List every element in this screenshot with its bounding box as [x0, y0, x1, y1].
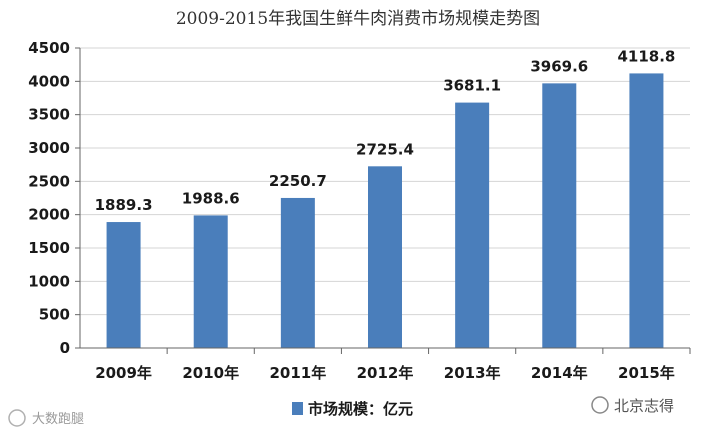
- bar: [280, 197, 315, 348]
- bar: [455, 102, 490, 349]
- data-label: 3969.6: [530, 57, 588, 75]
- data-label: 1889.3: [95, 196, 153, 214]
- data-label: 4118.8: [617, 47, 675, 65]
- y-tick-label: 0: [60, 339, 70, 357]
- x-tick-label: 2015年: [618, 364, 675, 382]
- watermark-logo-icon: [8, 409, 26, 427]
- data-label: 2725.4: [356, 140, 414, 158]
- x-tick-label: 2009年: [95, 364, 152, 382]
- x-tick-label: 2014年: [531, 364, 588, 382]
- data-label: 3681.1: [443, 77, 501, 95]
- y-tick-label: 500: [39, 306, 70, 324]
- watermark-left: 大数跑腿: [8, 409, 84, 427]
- x-tick-label: 2010年: [182, 364, 239, 382]
- chart-title: 2009-2015年我国生鲜牛肉消费市场规模走势图: [176, 9, 540, 29]
- legend-swatch: [292, 402, 303, 415]
- data-label: 2250.7: [269, 172, 327, 190]
- watermark-left-text: 大数跑腿: [32, 412, 84, 427]
- x-tick-label: 2013年: [444, 364, 501, 382]
- bar: [193, 215, 228, 348]
- bar: [106, 222, 141, 348]
- y-tick-label: 4500: [28, 39, 70, 57]
- wechat-icon: [591, 396, 609, 414]
- x-tick-label: 2012年: [357, 364, 414, 382]
- data-label: 1988.6: [182, 189, 240, 207]
- y-tick-label: 2000: [28, 206, 70, 224]
- x-tick-label: 2011年: [269, 364, 326, 382]
- legend-label: 市场规模：亿元: [308, 400, 413, 418]
- bars: [106, 73, 664, 349]
- y-tick-label: 3500: [28, 106, 70, 124]
- axes: 0 500 1000 1500 2000 2500 3000 3500 4000 4500 2009…: [28, 39, 691, 382]
- bar: [629, 73, 664, 348]
- y-tick-label: 4000: [28, 72, 70, 90]
- bar: [542, 83, 577, 349]
- y-tick-label: 3000: [28, 139, 70, 157]
- y-tick-label: 1500: [28, 239, 70, 257]
- data-labels: 1889.3 1988.6 2250.7 2725.4 3681.1 3969.6 4118…: [95, 47, 676, 214]
- watermark-right-text: 北京志得: [614, 397, 674, 415]
- y-tick-label: 2500: [28, 172, 70, 190]
- legend: 市场规模：亿元: [292, 400, 413, 418]
- bar: [368, 166, 402, 348]
- y-tick-label: 1000: [28, 272, 70, 290]
- watermark-right: 北京志得: [591, 396, 674, 415]
